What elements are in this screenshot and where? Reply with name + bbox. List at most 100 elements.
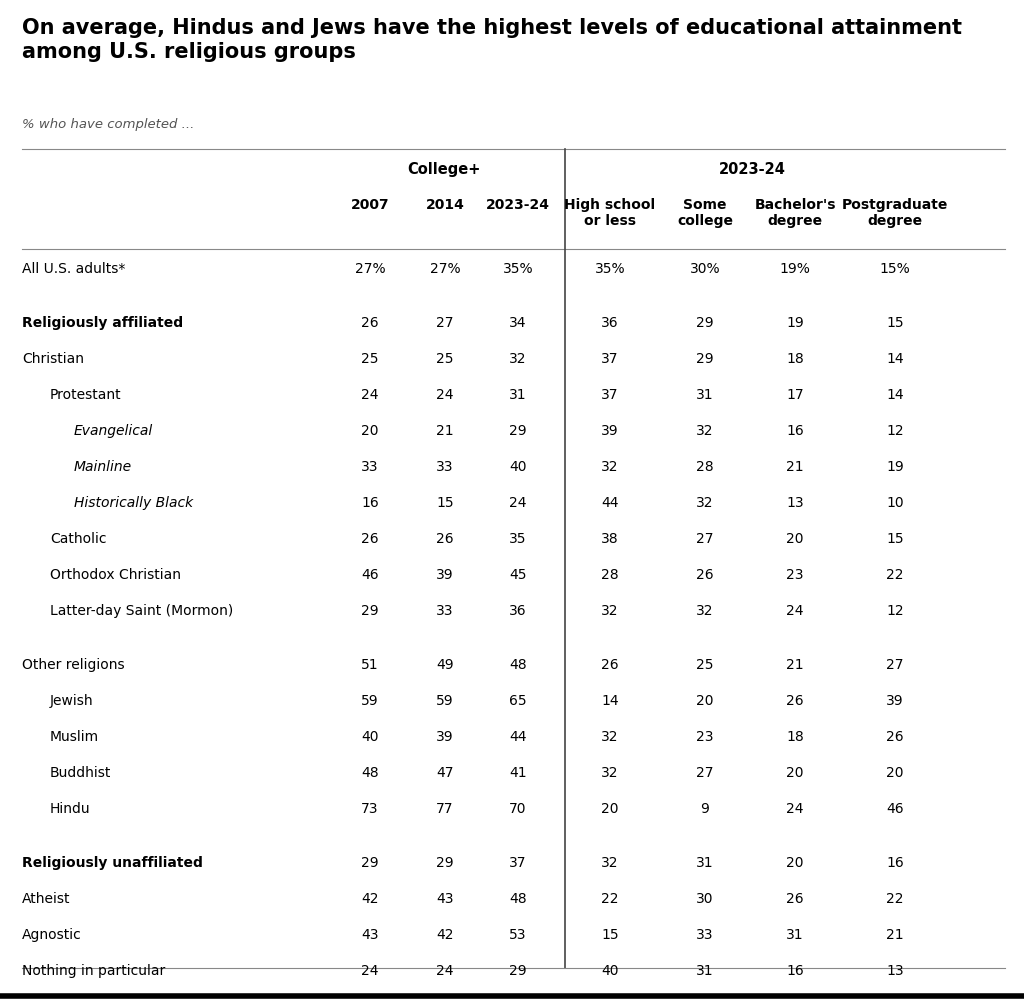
Text: 43: 43: [436, 891, 454, 905]
Text: 48: 48: [361, 766, 379, 780]
Text: 26: 26: [696, 567, 714, 581]
Text: Latter-day Saint (Mormon): Latter-day Saint (Mormon): [50, 603, 233, 617]
Text: 13: 13: [786, 496, 804, 509]
Text: % who have completed ...: % who have completed ...: [22, 118, 195, 131]
Text: 29: 29: [696, 316, 714, 330]
Text: Jewish: Jewish: [50, 693, 93, 707]
Text: 22: 22: [601, 891, 618, 905]
Text: 21: 21: [436, 424, 454, 438]
Text: 16: 16: [786, 424, 804, 438]
Text: High school
or less: High school or less: [564, 197, 655, 227]
Text: Bachelor's
degree: Bachelor's degree: [755, 197, 836, 227]
Text: 15: 15: [886, 316, 904, 330]
Text: 26: 26: [786, 693, 804, 707]
Text: Muslim: Muslim: [50, 729, 99, 743]
Text: 36: 36: [509, 603, 526, 617]
Text: 26: 26: [786, 891, 804, 905]
Text: 32: 32: [601, 603, 618, 617]
Text: Some
college: Some college: [677, 197, 733, 227]
Text: 32: 32: [601, 766, 618, 780]
Text: 17: 17: [786, 388, 804, 402]
Text: 47: 47: [436, 766, 454, 780]
Text: 20: 20: [786, 531, 804, 545]
Text: 37: 37: [509, 855, 526, 869]
Text: 24: 24: [361, 963, 379, 977]
Text: 41: 41: [509, 766, 526, 780]
Text: Religiously affiliated: Religiously affiliated: [22, 316, 183, 330]
Text: 25: 25: [361, 352, 379, 366]
Text: 28: 28: [696, 460, 714, 474]
Text: 2007: 2007: [350, 197, 389, 211]
Text: 46: 46: [886, 802, 904, 816]
Text: 31: 31: [696, 388, 714, 402]
Text: 26: 26: [361, 316, 379, 330]
Text: 51: 51: [361, 657, 379, 671]
Text: 48: 48: [509, 657, 526, 671]
Text: 20: 20: [886, 766, 904, 780]
Text: 33: 33: [436, 603, 454, 617]
Text: Protestant: Protestant: [50, 388, 122, 402]
Text: Postgraduate
degree: Postgraduate degree: [842, 197, 948, 227]
Text: 24: 24: [509, 496, 526, 509]
Text: 27: 27: [696, 766, 714, 780]
Text: 18: 18: [786, 352, 804, 366]
Text: 35%: 35%: [503, 262, 534, 276]
Text: 37: 37: [601, 388, 618, 402]
Text: 27%: 27%: [354, 262, 385, 276]
Text: 2023-24: 2023-24: [719, 162, 786, 176]
Text: 15: 15: [436, 496, 454, 509]
Text: 53: 53: [509, 927, 526, 941]
Text: 16: 16: [886, 855, 904, 869]
Text: 32: 32: [601, 855, 618, 869]
Text: 45: 45: [509, 567, 526, 581]
Text: 30%: 30%: [690, 262, 720, 276]
Text: 20: 20: [601, 802, 618, 816]
Text: 40: 40: [361, 729, 379, 743]
Text: 2014: 2014: [426, 197, 465, 211]
Text: 29: 29: [509, 424, 526, 438]
Text: College+: College+: [408, 162, 480, 176]
Text: 77: 77: [436, 802, 454, 816]
Text: 34: 34: [509, 316, 526, 330]
Text: 43: 43: [361, 927, 379, 941]
Text: 24: 24: [361, 388, 379, 402]
Text: 27%: 27%: [430, 262, 461, 276]
Text: 40: 40: [509, 460, 526, 474]
Text: 22: 22: [886, 567, 904, 581]
Text: 46: 46: [361, 567, 379, 581]
Text: Atheist: Atheist: [22, 891, 71, 905]
Text: 24: 24: [436, 963, 454, 977]
Text: 23: 23: [696, 729, 714, 743]
Text: 32: 32: [696, 424, 714, 438]
Text: 20: 20: [786, 766, 804, 780]
Text: 28: 28: [601, 567, 618, 581]
Text: 14: 14: [886, 388, 904, 402]
Text: 16: 16: [361, 496, 379, 509]
Text: 10: 10: [886, 496, 904, 509]
Text: 13: 13: [886, 963, 904, 977]
Text: 39: 39: [886, 693, 904, 707]
Text: 26: 26: [886, 729, 904, 743]
Text: Other religions: Other religions: [22, 657, 125, 671]
Text: 16: 16: [786, 963, 804, 977]
Text: Mainline: Mainline: [74, 460, 132, 474]
Text: 14: 14: [886, 352, 904, 366]
Text: 20: 20: [786, 855, 804, 869]
Text: 59: 59: [436, 693, 454, 707]
Text: 33: 33: [436, 460, 454, 474]
Text: 44: 44: [509, 729, 526, 743]
Text: 32: 32: [509, 352, 526, 366]
Text: 36: 36: [601, 316, 618, 330]
Text: Buddhist: Buddhist: [50, 766, 112, 780]
Text: 30: 30: [696, 891, 714, 905]
Text: 20: 20: [696, 693, 714, 707]
Text: 25: 25: [696, 657, 714, 671]
Text: 20: 20: [361, 424, 379, 438]
Text: 15%: 15%: [880, 262, 910, 276]
Text: 9: 9: [700, 802, 710, 816]
Text: 14: 14: [601, 693, 618, 707]
Text: Christian: Christian: [22, 352, 84, 366]
Text: 35%: 35%: [595, 262, 626, 276]
Text: 29: 29: [361, 603, 379, 617]
Text: 29: 29: [436, 855, 454, 869]
